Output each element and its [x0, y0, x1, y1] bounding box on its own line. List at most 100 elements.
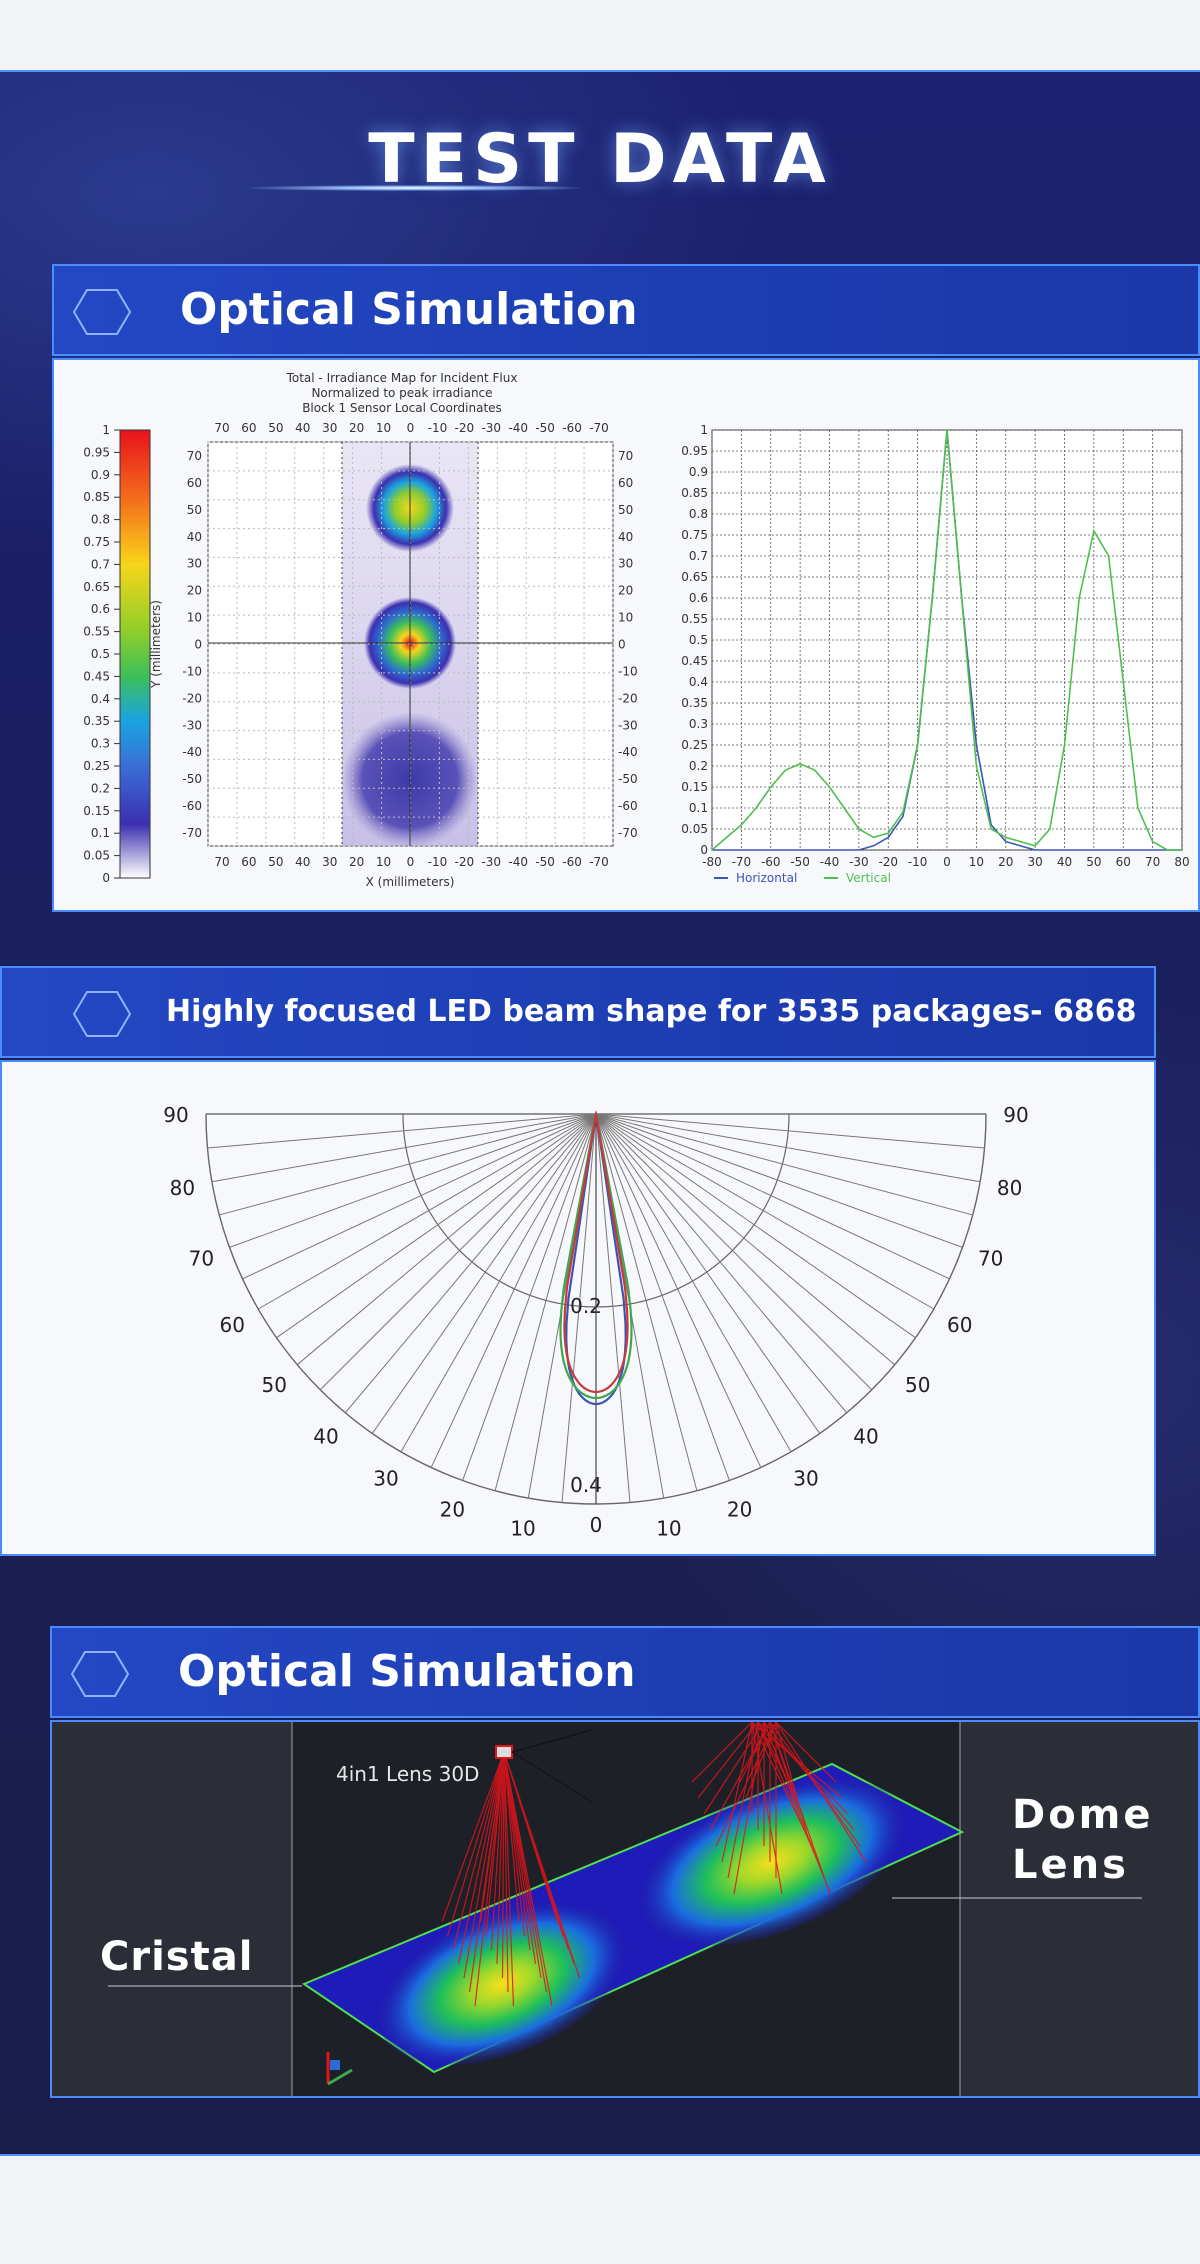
map-x-axis-label: X (millimeters): [366, 875, 455, 889]
polar-spoke: [494, 1113, 597, 1491]
map-title-line: Normalized to peak irradiance: [311, 386, 492, 400]
line-y-tick: 0.95: [681, 444, 708, 458]
polar-spoke: [462, 1113, 597, 1481]
ray-line: [496, 1751, 505, 1965]
polar-svg: 90 80 70 60 50 40 30 20 10 90 80 70 60 50 40 30 20 10 0 0.2…: [163, 1103, 1028, 1541]
polar-radial-label: 0.2: [570, 1294, 602, 1318]
map-y-tick-right: -40: [618, 745, 638, 759]
map-y-tick-right: -60: [618, 799, 638, 813]
map-y-tick-right: -10: [618, 664, 638, 678]
page-title: TEST DATA: [368, 120, 832, 199]
line-y-tick: 0.7: [689, 549, 708, 563]
ray-line: [503, 1751, 520, 1923]
polar-angle-label-right: 50: [905, 1373, 930, 1397]
map-y-tick-right: -70: [618, 826, 638, 840]
map-y-tick-right: 30: [618, 557, 633, 571]
polar-spoke: [219, 1113, 597, 1216]
map-x-tick-bottom: -20: [455, 855, 475, 869]
line-y-tick: 0.6: [689, 591, 708, 605]
colorbar-tick-label: 0.55: [83, 625, 110, 639]
line-y-tick: 0.35: [681, 696, 708, 710]
polar-angle-label-left: 40: [313, 1425, 338, 1449]
polar-spoke: [595, 1113, 730, 1481]
lens-source: [495, 1745, 513, 1759]
colorbar-tick-label: 0.5: [91, 647, 110, 661]
polar-spoke: [430, 1113, 597, 1468]
line-x-tick: 10: [969, 855, 984, 869]
map-x-tick-top: 70: [214, 421, 229, 435]
map-y-tick-left: -30: [182, 718, 202, 732]
line-y-tick: 0.25: [681, 738, 708, 752]
ray-line: [733, 1722, 765, 1895]
map-y-tick-left: 30: [187, 557, 202, 571]
ray-line: [697, 1722, 759, 1799]
hexagon-icon: [70, 1651, 130, 1697]
polar-angle-label-right: 90: [1003, 1103, 1028, 1127]
map-x-tick-bottom: 60: [241, 855, 256, 869]
legend-label: Vertical: [846, 871, 891, 885]
ray-line: [485, 1751, 505, 1937]
line-x-tick: -10: [908, 855, 928, 869]
polar-spoke: [595, 1113, 873, 1391]
line-x-tick: 50: [1086, 855, 1101, 869]
colorbar-tick-label: 0.05: [83, 849, 110, 863]
polar-angle-label-right: 60: [947, 1313, 972, 1337]
polar-angle-label-right: 40: [853, 1425, 878, 1449]
map-y-tick-right: 70: [618, 449, 633, 463]
map-y-axis-label: Y (millimeters): [149, 600, 163, 689]
lens-name-label: Lens: [1012, 1842, 1129, 1888]
ray-line: [501, 1751, 505, 1979]
map-title-line: Total - Irradiance Map for Incident Flux: [286, 371, 518, 385]
polar-spoke: [276, 1113, 597, 1339]
ray-line: [769, 1722, 831, 1895]
line-y-tick: 0.65: [681, 570, 708, 584]
section-title-3: Optical Simulation: [178, 1646, 636, 1697]
map-y-tick-left: -70: [182, 826, 202, 840]
line-x-tick: -60: [761, 855, 781, 869]
polar-spoke: [400, 1113, 597, 1452]
map-x-tick-bottom: 0: [407, 855, 415, 869]
map-x-tick-bottom: 50: [268, 855, 283, 869]
line-x-tick: 40: [1057, 855, 1072, 869]
map-x-tick-bottom: -70: [589, 855, 609, 869]
polar-radial-label: 0.4: [570, 1473, 602, 1497]
map-x-tick-bottom: -30: [481, 855, 501, 869]
line-x-tick: 30: [1027, 855, 1042, 869]
map-x-tick-top: 40: [295, 421, 310, 435]
map-y-tick-right: 0: [618, 638, 626, 652]
polar-spoke: [595, 1113, 973, 1216]
map-x-tick-top: -10: [428, 421, 448, 435]
colorbar-tick-label: 0.25: [83, 759, 110, 773]
polar-spoke: [296, 1113, 597, 1366]
map-x-tick-top: -50: [535, 421, 555, 435]
section-header-3: Optical Simulation: [50, 1626, 1200, 1718]
line-y-tick: 0.9: [689, 465, 708, 479]
polar-spoke: [595, 1113, 950, 1280]
map-y-tick-left: 40: [187, 530, 202, 544]
colorbar: [119, 429, 151, 879]
map-x-tick-top: 20: [349, 421, 364, 435]
line-x-tick: 80: [1174, 855, 1189, 869]
map-y-tick-left: 70: [187, 449, 202, 463]
map-x-tick-bottom: -10: [428, 855, 448, 869]
line-y-tick: 0.1: [689, 801, 708, 815]
map-x-tick-bottom: -60: [562, 855, 582, 869]
line-y-tick: 0.55: [681, 612, 708, 626]
cristal-label: Cristal: [100, 1934, 254, 1980]
ray-line: [775, 1722, 867, 1863]
colorbar-tick-label: 0.6: [91, 602, 110, 616]
ray-line: [490, 1751, 505, 1951]
legend-label: Horizontal: [736, 871, 797, 885]
map-x-tick-bottom: -40: [508, 855, 528, 869]
lens-label: 4in1 Lens 30D: [336, 1762, 479, 1786]
ray-line: [751, 1722, 783, 1895]
polar-angle-label-left: 70: [189, 1247, 214, 1271]
raytrace-panel: 4in1 Lens 30D Cristal Dome Lens: [50, 1720, 1200, 2098]
ray-line: [721, 1722, 753, 1863]
polar-spoke: [371, 1113, 597, 1434]
map-x-tick-top: -20: [455, 421, 475, 435]
polar-spoke: [595, 1113, 896, 1366]
map-y-tick-left: -40: [182, 745, 202, 759]
polar-angle-label-left: 60: [220, 1313, 245, 1337]
polar-spoke: [229, 1113, 597, 1248]
